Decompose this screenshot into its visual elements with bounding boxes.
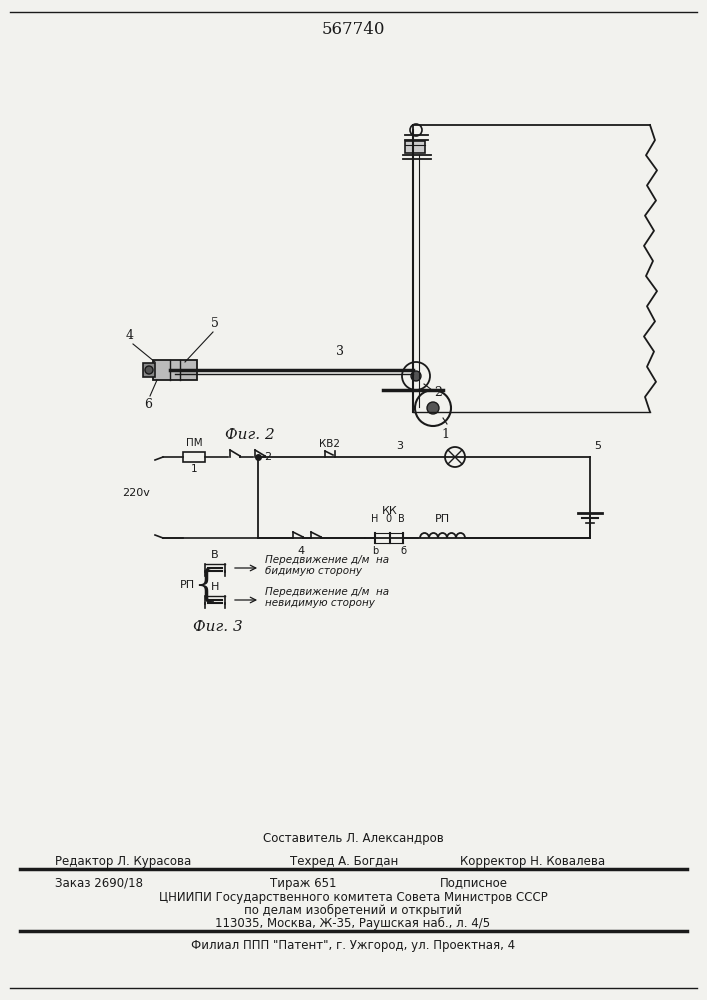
Text: Составитель Л. Александров: Составитель Л. Александров (262, 832, 443, 845)
Text: Заказ 2690/18: Заказ 2690/18 (55, 876, 143, 890)
Text: Фиг. 2: Фиг. 2 (225, 428, 275, 442)
Text: Техред А. Богдан: Техред А. Богдан (290, 854, 398, 867)
Text: 113035, Москва, Ж-35, Раушская наб., л. 4/5: 113035, Москва, Ж-35, Раушская наб., л. … (216, 916, 491, 930)
Bar (143, 363, 155, 377)
Text: 1: 1 (441, 428, 449, 441)
Text: 0: 0 (385, 514, 391, 524)
Text: 6: 6 (144, 398, 152, 411)
Circle shape (145, 366, 153, 374)
Text: 5: 5 (594, 441, 601, 451)
Text: Корректор Н. Ковалева: Корректор Н. Ковалева (460, 854, 605, 867)
Text: КК: КК (382, 506, 398, 516)
Text: 5: 5 (211, 317, 219, 330)
Text: 1: 1 (191, 464, 197, 474)
Text: 567740: 567740 (321, 21, 385, 38)
Text: по делам изобретений и открытий: по делам изобретений и открытий (244, 903, 462, 917)
Text: ПМ: ПМ (186, 438, 202, 448)
Text: РП: РП (435, 514, 450, 524)
Text: 3: 3 (397, 441, 404, 451)
Text: б: б (400, 546, 406, 556)
Text: Тираж 651: Тираж 651 (270, 876, 337, 890)
Text: Н: Н (211, 582, 219, 592)
Text: Н: Н (371, 514, 379, 524)
Bar (183, 452, 205, 462)
Text: Фиг. 3: Фиг. 3 (193, 620, 243, 634)
Text: Передвижение д/м  на: Передвижение д/м на (265, 555, 389, 565)
Text: Передвижение д/м  на: Передвижение д/м на (265, 587, 389, 597)
Text: В: В (211, 550, 218, 560)
Text: В: В (397, 514, 404, 524)
Text: 2: 2 (264, 452, 271, 462)
Circle shape (427, 402, 439, 414)
Text: b: b (372, 546, 378, 556)
Bar (405, 141, 425, 153)
Bar (153, 360, 197, 380)
Text: РП: РП (180, 580, 195, 590)
Text: Редактор Л. Курасова: Редактор Л. Курасова (55, 854, 192, 867)
Text: {: { (192, 567, 217, 604)
Text: 220v: 220v (122, 488, 150, 497)
Text: 4: 4 (298, 546, 305, 556)
Text: ЦНИИПИ Государственного комитета Совета Министров СССР: ЦНИИПИ Государственного комитета Совета … (158, 890, 547, 904)
Text: бидимую сторону: бидимую сторону (265, 566, 362, 576)
Text: Филиал ППП "Патент", г. Ужгород, ул. Проектная, 4: Филиал ППП "Патент", г. Ужгород, ул. Про… (191, 938, 515, 952)
Text: Подписное: Подписное (440, 876, 508, 890)
Text: КВ2: КВ2 (320, 439, 341, 449)
Text: 4: 4 (126, 329, 134, 342)
Text: невидимую сторону: невидимую сторону (265, 598, 375, 608)
Text: 3: 3 (336, 345, 344, 358)
Text: 2: 2 (434, 386, 442, 399)
Circle shape (411, 371, 421, 381)
